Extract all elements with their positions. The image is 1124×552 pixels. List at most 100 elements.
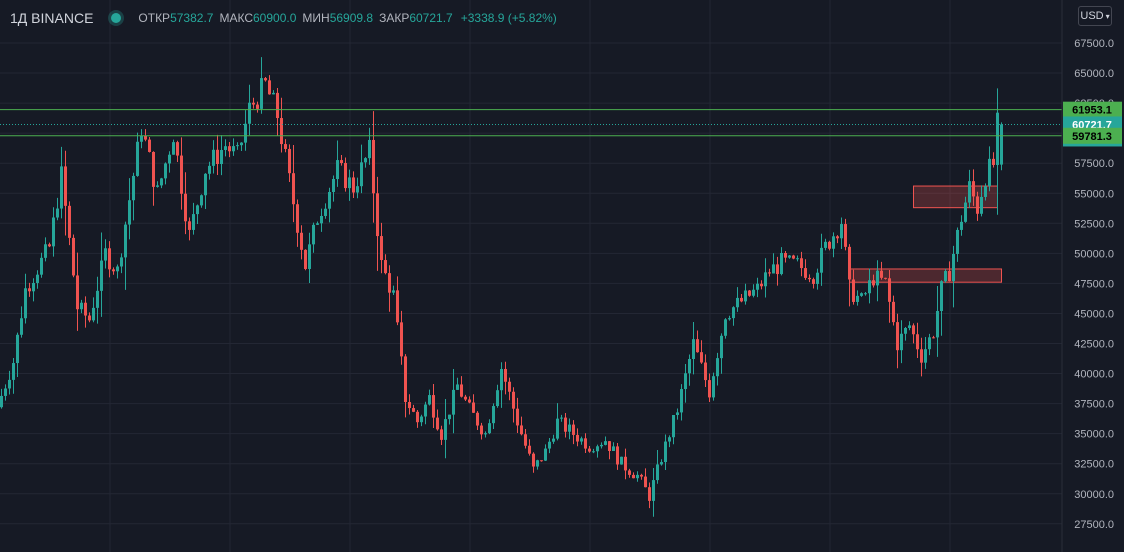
- candle-body[interactable]: [532, 453, 535, 467]
- candle-body[interactable]: [440, 429, 443, 440]
- candle-body[interactable]: [140, 135, 143, 142]
- candle-body[interactable]: [952, 253, 955, 282]
- candle-body[interactable]: [168, 154, 171, 164]
- candle-body[interactable]: [960, 221, 963, 230]
- candle-body[interactable]: [416, 411, 419, 423]
- candle-body[interactable]: [944, 271, 947, 282]
- candle-body[interactable]: [88, 315, 91, 321]
- candle-body[interactable]: [472, 402, 475, 413]
- candle-body[interactable]: [344, 163, 347, 189]
- candle-body[interactable]: [384, 260, 387, 274]
- candle-body[interactable]: [696, 339, 699, 353]
- candle-body[interactable]: [144, 135, 147, 140]
- candle-body[interactable]: [104, 248, 107, 261]
- candle-body[interactable]: [152, 151, 155, 187]
- market-status-icon[interactable]: [111, 13, 122, 23]
- candles[interactable]: [0, 57, 1003, 517]
- candle-body[interactable]: [124, 224, 127, 258]
- candle-body[interactable]: [420, 416, 423, 423]
- candle-body[interactable]: [356, 186, 359, 193]
- candle-body[interactable]: [36, 274, 39, 283]
- candle-body[interactable]: [492, 406, 495, 424]
- candle-body[interactable]: [336, 160, 339, 180]
- candle-body[interactable]: [204, 173, 207, 196]
- candle-body[interactable]: [212, 149, 215, 166]
- candle-body[interactable]: [872, 280, 875, 286]
- candle-body[interactable]: [628, 470, 631, 475]
- candle-body[interactable]: [780, 253, 783, 275]
- candle-body[interactable]: [1000, 124, 1003, 165]
- candle-body[interactable]: [244, 123, 247, 143]
- candle-body[interactable]: [840, 224, 843, 239]
- candle-body[interactable]: [284, 144, 287, 149]
- candle-body[interactable]: [16, 334, 19, 364]
- candle-body[interactable]: [456, 384, 459, 390]
- candle-body[interactable]: [684, 373, 687, 390]
- candle-body[interactable]: [268, 80, 271, 95]
- candle-body[interactable]: [892, 301, 895, 323]
- candle-body[interactable]: [632, 474, 635, 479]
- candle-body[interactable]: [148, 139, 151, 152]
- candle-body[interactable]: [812, 279, 815, 284]
- candle-body[interactable]: [560, 417, 563, 419]
- candle-body[interactable]: [644, 476, 647, 488]
- candle-body[interactable]: [380, 236, 383, 261]
- candle-body[interactable]: [564, 417, 567, 432]
- candle-body[interactable]: [72, 237, 75, 276]
- candle-body[interactable]: [228, 146, 231, 152]
- candle-body[interactable]: [640, 474, 643, 477]
- candle-body[interactable]: [964, 202, 967, 222]
- candle-body[interactable]: [252, 102, 255, 105]
- candle-body[interactable]: [880, 270, 883, 278]
- candle-body[interactable]: [200, 195, 203, 206]
- candle-body[interactable]: [172, 142, 175, 155]
- candle-body[interactable]: [24, 288, 27, 319]
- candle-body[interactable]: [800, 258, 803, 269]
- candle-body[interactable]: [60, 166, 63, 209]
- candle-body[interactable]: [552, 438, 555, 442]
- candle-body[interactable]: [360, 162, 363, 187]
- candle-body[interactable]: [620, 456, 623, 465]
- candle-body[interactable]: [408, 401, 411, 409]
- candle-body[interactable]: [256, 104, 259, 109]
- candle-body[interactable]: [48, 244, 51, 247]
- candle-body[interactable]: [448, 414, 451, 420]
- candle-body[interactable]: [516, 408, 519, 426]
- candle-body[interactable]: [368, 139, 371, 159]
- candle-body[interactable]: [20, 318, 23, 335]
- candle-body[interactable]: [896, 322, 899, 351]
- candle-body[interactable]: [592, 451, 595, 453]
- candle-body[interactable]: [808, 277, 811, 280]
- candle-body[interactable]: [120, 257, 123, 267]
- candle-body[interactable]: [816, 272, 819, 284]
- candle-body[interactable]: [928, 337, 931, 350]
- candle-body[interactable]: [444, 419, 447, 440]
- candle-body[interactable]: [588, 448, 591, 452]
- candle-body[interactable]: [968, 181, 971, 203]
- candle-body[interactable]: [844, 224, 847, 247]
- candle-body[interactable]: [484, 433, 487, 435]
- candle-body[interactable]: [732, 307, 735, 319]
- candle-body[interactable]: [224, 146, 227, 151]
- candle-body[interactable]: [604, 441, 607, 445]
- candle-body[interactable]: [652, 480, 655, 501]
- candle-body[interactable]: [348, 177, 351, 189]
- candle-body[interactable]: [352, 177, 355, 193]
- candle-body[interactable]: [656, 464, 659, 481]
- candle-body[interactable]: [324, 208, 327, 216]
- candle-body[interactable]: [316, 223, 319, 225]
- candle-body[interactable]: [648, 487, 651, 501]
- candle-body[interactable]: [692, 339, 695, 359]
- candle-body[interactable]: [100, 260, 103, 291]
- candle-body[interactable]: [32, 282, 35, 292]
- candle-body[interactable]: [608, 441, 611, 451]
- candle-body[interactable]: [848, 246, 851, 280]
- candle-body[interactable]: [760, 283, 763, 287]
- candle-body[interactable]: [512, 391, 515, 409]
- candle-body[interactable]: [52, 217, 55, 247]
- candle-body[interactable]: [904, 328, 907, 334]
- candle-body[interactable]: [392, 290, 395, 293]
- candle-body[interactable]: [196, 205, 199, 215]
- candle-body[interactable]: [68, 205, 71, 238]
- candle-body[interactable]: [584, 438, 587, 449]
